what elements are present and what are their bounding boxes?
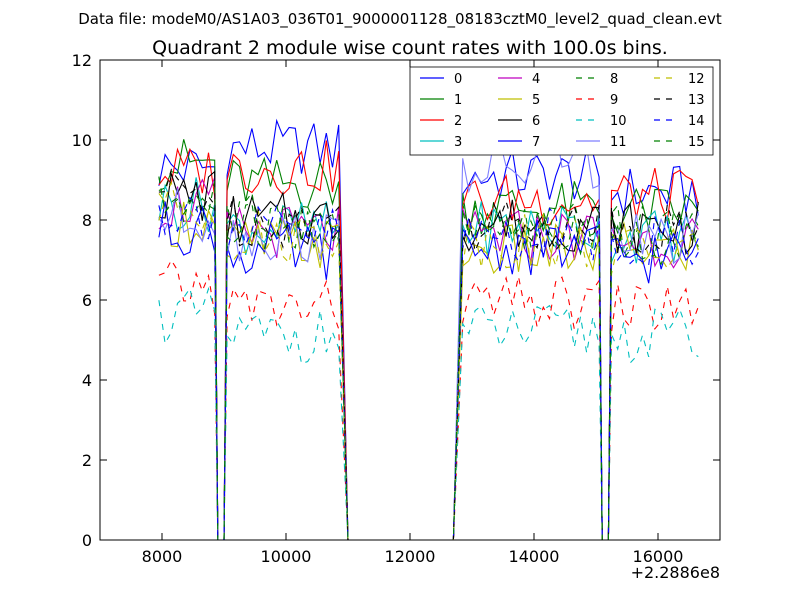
- legend-frame: [409, 66, 714, 156]
- legend-label-5: 5: [532, 93, 540, 108]
- series-line-0: [158, 118, 699, 541]
- legend-label-4: 4: [532, 72, 540, 87]
- x-tick-label: 14000: [509, 547, 560, 566]
- legend-label-7: 7: [532, 135, 540, 150]
- legend-label-14: 14: [688, 114, 705, 129]
- x-tick-label: 12000: [385, 547, 436, 566]
- series-line-15: [158, 177, 699, 541]
- y-tick-label: 8: [82, 211, 92, 230]
- series-line-9: [158, 259, 699, 541]
- legend-label-1: 1: [454, 93, 462, 108]
- x-tick-label: 10000: [261, 547, 312, 566]
- legend-label-13: 13: [688, 93, 705, 108]
- suptitle: Data file: modeM0/AS1A03_036T01_90000011…: [78, 10, 722, 29]
- legend-label-8: 8: [610, 72, 618, 87]
- legend-label-2: 2: [454, 114, 462, 129]
- series-line-14: [158, 196, 699, 541]
- legend-label-9: 9: [610, 93, 618, 108]
- y-tick-label: 10: [72, 131, 92, 150]
- series-layer: [158, 118, 699, 541]
- legend-label-15: 15: [688, 135, 705, 150]
- y-tick-label: 12: [72, 51, 92, 70]
- series-line-13: [158, 168, 699, 541]
- legend-label-3: 3: [454, 135, 462, 150]
- y-tick-label: 6: [82, 291, 92, 310]
- legend-label-10: 10: [610, 114, 627, 129]
- series-line-2: [158, 140, 699, 541]
- legend-label-0: 0: [454, 72, 462, 87]
- x-offset-label: +2.2886e8: [631, 563, 720, 582]
- legend-label-6: 6: [532, 114, 540, 129]
- x-tick-label: 8000: [142, 547, 183, 566]
- y-tick-label: 2: [82, 451, 92, 470]
- x-tick-label: 16000: [633, 547, 684, 566]
- y-tick-label: 4: [82, 371, 92, 390]
- chart-title: Quadrant 2 module wise count rates with …: [152, 37, 668, 59]
- legend-label-11: 11: [610, 135, 627, 150]
- y-tick-label: 0: [82, 531, 92, 550]
- legend-label-12: 12: [688, 72, 705, 87]
